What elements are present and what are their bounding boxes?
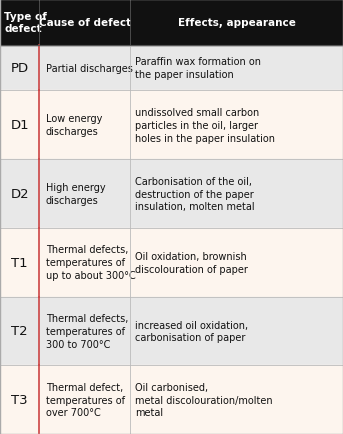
Bar xyxy=(0,365,343,434)
Bar xyxy=(0,228,343,297)
Text: D1: D1 xyxy=(10,119,29,132)
Text: Effects, appearance: Effects, appearance xyxy=(178,18,296,28)
Bar xyxy=(0,91,343,160)
Text: Paraffin wax formation on
the paper insulation: Paraffin wax formation on the paper insu… xyxy=(135,57,261,80)
Text: T1: T1 xyxy=(11,256,28,269)
Text: D2: D2 xyxy=(10,187,29,201)
Text: Oil carbonised,
metal discolouration/molten
metal: Oil carbonised, metal discolouration/mol… xyxy=(135,382,273,418)
Text: increased oil oxidation,
carbonisation of paper: increased oil oxidation, carbonisation o… xyxy=(135,320,249,342)
Text: Thermal defects,
temperatures of
up to about 300°C: Thermal defects, temperatures of up to a… xyxy=(46,245,135,280)
Text: Low energy
discharges: Low energy discharges xyxy=(46,114,102,137)
Bar xyxy=(0,297,343,365)
Text: Thermal defect,
temperatures of
over 700°C: Thermal defect, temperatures of over 700… xyxy=(46,382,125,418)
Text: undissolved small carbon
particles in the oil, larger
holes in the paper insulat: undissolved small carbon particles in th… xyxy=(135,108,275,143)
Text: High energy
discharges: High energy discharges xyxy=(46,183,105,205)
Text: Type of
defect: Type of defect xyxy=(4,12,47,34)
Bar xyxy=(0,0,343,46)
Text: Oil oxidation, brownish
discolouration of paper: Oil oxidation, brownish discolouration o… xyxy=(135,251,248,274)
Text: PD: PD xyxy=(11,62,29,75)
Text: T2: T2 xyxy=(11,325,28,338)
Bar xyxy=(0,160,343,228)
Text: Cause of defect: Cause of defect xyxy=(39,18,131,28)
Bar xyxy=(0,46,343,91)
Text: Thermal defects,
temperatures of
300 to 700°C: Thermal defects, temperatures of 300 to … xyxy=(46,313,128,349)
Text: Partial discharges: Partial discharges xyxy=(46,63,132,73)
Text: Carbonisation of the oil,
destruction of the paper
insulation, molten metal: Carbonisation of the oil, destruction of… xyxy=(135,176,255,212)
Text: T3: T3 xyxy=(11,393,28,406)
